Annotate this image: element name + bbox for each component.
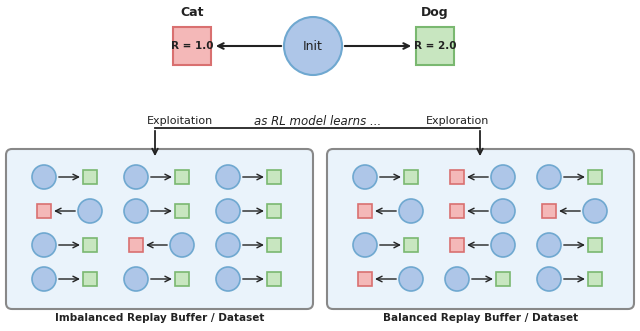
Circle shape (216, 233, 240, 257)
Circle shape (284, 17, 342, 75)
Circle shape (78, 199, 102, 223)
Circle shape (353, 165, 377, 189)
Circle shape (445, 267, 469, 291)
Circle shape (491, 199, 515, 223)
Circle shape (583, 199, 607, 223)
Text: Dog: Dog (421, 6, 449, 19)
Text: Init: Init (303, 39, 323, 53)
Circle shape (32, 267, 56, 291)
Circle shape (32, 233, 56, 257)
Text: as RL model learns ...: as RL model learns ... (254, 115, 381, 127)
Circle shape (353, 233, 377, 257)
Text: Exploitation: Exploitation (147, 116, 213, 126)
Circle shape (124, 267, 148, 291)
Circle shape (216, 267, 240, 291)
Circle shape (537, 267, 561, 291)
Text: Imbalanced Replay Buffer / Dataset: Imbalanced Replay Buffer / Dataset (55, 313, 264, 323)
Circle shape (216, 165, 240, 189)
Circle shape (537, 233, 561, 257)
FancyBboxPatch shape (327, 149, 634, 309)
Circle shape (491, 165, 515, 189)
Circle shape (399, 199, 423, 223)
Text: Exploration: Exploration (426, 116, 490, 126)
Circle shape (216, 199, 240, 223)
Circle shape (124, 199, 148, 223)
FancyBboxPatch shape (6, 149, 313, 309)
Circle shape (537, 165, 561, 189)
Circle shape (399, 267, 423, 291)
Circle shape (32, 165, 56, 189)
Text: R = 1.0: R = 1.0 (171, 41, 213, 51)
Text: Balanced Replay Buffer / Dataset: Balanced Replay Buffer / Dataset (383, 313, 578, 323)
Circle shape (170, 233, 194, 257)
Text: R = 2.0: R = 2.0 (413, 41, 456, 51)
Text: Cat: Cat (180, 6, 204, 19)
Circle shape (491, 233, 515, 257)
Circle shape (124, 165, 148, 189)
